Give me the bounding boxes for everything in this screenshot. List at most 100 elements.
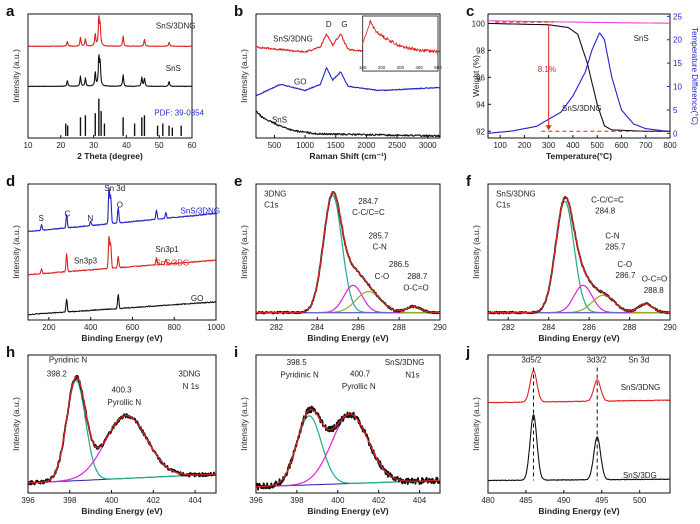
x-tick-label: 400 xyxy=(84,323,98,332)
x-tick-label: 398 xyxy=(63,496,77,505)
x-tick-label: 404 xyxy=(188,496,202,505)
annotation-label: SnS/3DNG xyxy=(496,189,536,198)
x-tick-label: 402 xyxy=(147,496,161,505)
annotation-label: 400.7 xyxy=(350,369,371,378)
annotation-label: Pyrollic N xyxy=(107,398,141,407)
panel-i: i 396 398 400 402 404 Binding Energy (eV) Inten… xyxy=(234,344,441,516)
annotation-label: G xyxy=(341,20,347,29)
y2-tick-label: 25 xyxy=(673,12,682,21)
y2-tick-label: 5 xyxy=(673,106,678,115)
annotation-label: 3DNG xyxy=(264,189,286,198)
y-axis-label: Intensity (a.u.) xyxy=(11,49,21,103)
plot-area xyxy=(488,20,670,134)
plot-area xyxy=(256,405,440,491)
x-tick-label: 10 xyxy=(24,141,33,150)
x-tick-label: 3000 xyxy=(419,141,437,150)
y2-tick-label: 10 xyxy=(673,83,682,92)
annotation-label: C-N xyxy=(373,243,387,252)
panel-letter: i xyxy=(234,344,238,361)
x-tick-label: 800 xyxy=(663,141,677,150)
annotation-label: 398.2 xyxy=(47,369,68,378)
inset-series-line xyxy=(362,19,439,54)
x-tick-label: 600 xyxy=(126,323,140,332)
annotation-label: N xyxy=(88,214,94,223)
annotation-label: Pyrollic N xyxy=(342,382,376,391)
series-line xyxy=(28,235,216,276)
x-axis-label: 2 Theta (degree) xyxy=(77,151,143,161)
annotation-label: SnS/3DG xyxy=(155,259,189,268)
x-tick-label: 500 xyxy=(591,141,605,150)
x-axis-label: Raman Shift (cm⁻¹) xyxy=(309,151,386,161)
annotation-label: SnS/3DNG xyxy=(562,104,602,113)
plot-area xyxy=(256,191,440,315)
y-tick-label: 96 xyxy=(476,73,485,82)
annotation-label: 284.7 xyxy=(358,197,379,206)
annotation-label: 286.5 xyxy=(389,260,410,269)
x-tick-label: 286 xyxy=(582,323,596,332)
plot-area xyxy=(28,187,216,316)
x-tick-label: 290 xyxy=(663,323,677,332)
x-tick-label: 286 xyxy=(352,323,366,332)
y2-axis-label: Temperature Difference(°C) xyxy=(690,27,699,125)
annotation-label: O-C=O xyxy=(403,283,429,292)
x-axis-label: Binding Energy (eV) xyxy=(307,333,388,343)
panel-letter: c xyxy=(466,3,474,20)
y-tick-label: 92 xyxy=(476,127,485,136)
inset-tick-label: 400 xyxy=(415,65,423,70)
fit-component xyxy=(488,200,670,314)
series-line xyxy=(28,54,192,88)
plot-frame xyxy=(255,354,441,494)
mass-loss-arrow xyxy=(545,125,552,131)
fit-envelope xyxy=(488,196,670,314)
inset-tick-label: 200 xyxy=(378,65,386,70)
annotation-label: 286.7 xyxy=(615,271,636,280)
annotation-label: SnS xyxy=(272,116,287,125)
inset-plot: 100 200 300 400 500 xyxy=(359,15,442,72)
annotation-label: O-C=O xyxy=(642,275,668,284)
annotation-label: GO xyxy=(294,77,306,86)
x-tick-label: 400 xyxy=(566,141,580,150)
annotation-label: 398.5 xyxy=(287,358,308,367)
annotation-label: 284.8 xyxy=(595,207,616,216)
panel-letter: b xyxy=(234,3,243,20)
x-tick-label: 400 xyxy=(331,496,345,505)
fit-component xyxy=(256,413,440,488)
annotation-label: 285.7 xyxy=(368,231,389,240)
x-axis-label: Binding Energy (eV) xyxy=(538,333,619,343)
panel-a: a 10 20 30 40 50 60 2 Theta (degree) Intensity (… xyxy=(6,3,205,161)
x-tick-label: 30 xyxy=(89,141,98,150)
x-tick-label: 282 xyxy=(270,323,284,332)
x-axis-label: Binding Energy (eV) xyxy=(307,506,388,516)
x-tick-label: 200 xyxy=(518,141,532,150)
x-tick-label: 290 xyxy=(433,323,447,332)
annotation-label: C-O xyxy=(617,260,632,269)
y2-tick-label: 0 xyxy=(673,129,678,138)
plot-area xyxy=(28,374,216,486)
fit-envelope xyxy=(256,191,440,314)
panel-f: f 282 284 286 288 290 Binding Energy (eV) Inten… xyxy=(466,173,677,343)
annotation-label: SnS/3DG xyxy=(623,471,657,480)
x-tick-label: 480 xyxy=(481,496,495,505)
x-tick-label: 1000 xyxy=(296,141,314,150)
y-axis-label: Weight (%) xyxy=(471,55,481,97)
plot-area xyxy=(28,15,192,136)
panel-letter: h xyxy=(6,344,15,361)
x-tick-label: 400 xyxy=(105,496,119,505)
annotation-label: O xyxy=(117,201,123,210)
x-tick-label: 700 xyxy=(639,141,653,150)
inset-frame xyxy=(362,15,439,72)
x-tick-label: 100 xyxy=(493,141,507,150)
fit-component xyxy=(488,284,670,314)
panel-letter: j xyxy=(465,344,470,361)
series-line xyxy=(488,369,670,404)
annotation-label: Pyridinic N xyxy=(281,371,319,380)
annotation-label: Pyridinic N xyxy=(49,356,87,365)
inset-tick-label: 300 xyxy=(397,65,405,70)
y-axis-label: Intensity (a.u.) xyxy=(11,397,21,451)
annotation-label: SnS/3DNG xyxy=(156,21,196,30)
y-axis-label: Intensity (a.u.) xyxy=(11,225,21,279)
panel-h: h 396 398 400 402 404 Binding Energy (eV) Inten… xyxy=(6,344,217,516)
annotation-label: Sn 3d xyxy=(104,184,125,193)
